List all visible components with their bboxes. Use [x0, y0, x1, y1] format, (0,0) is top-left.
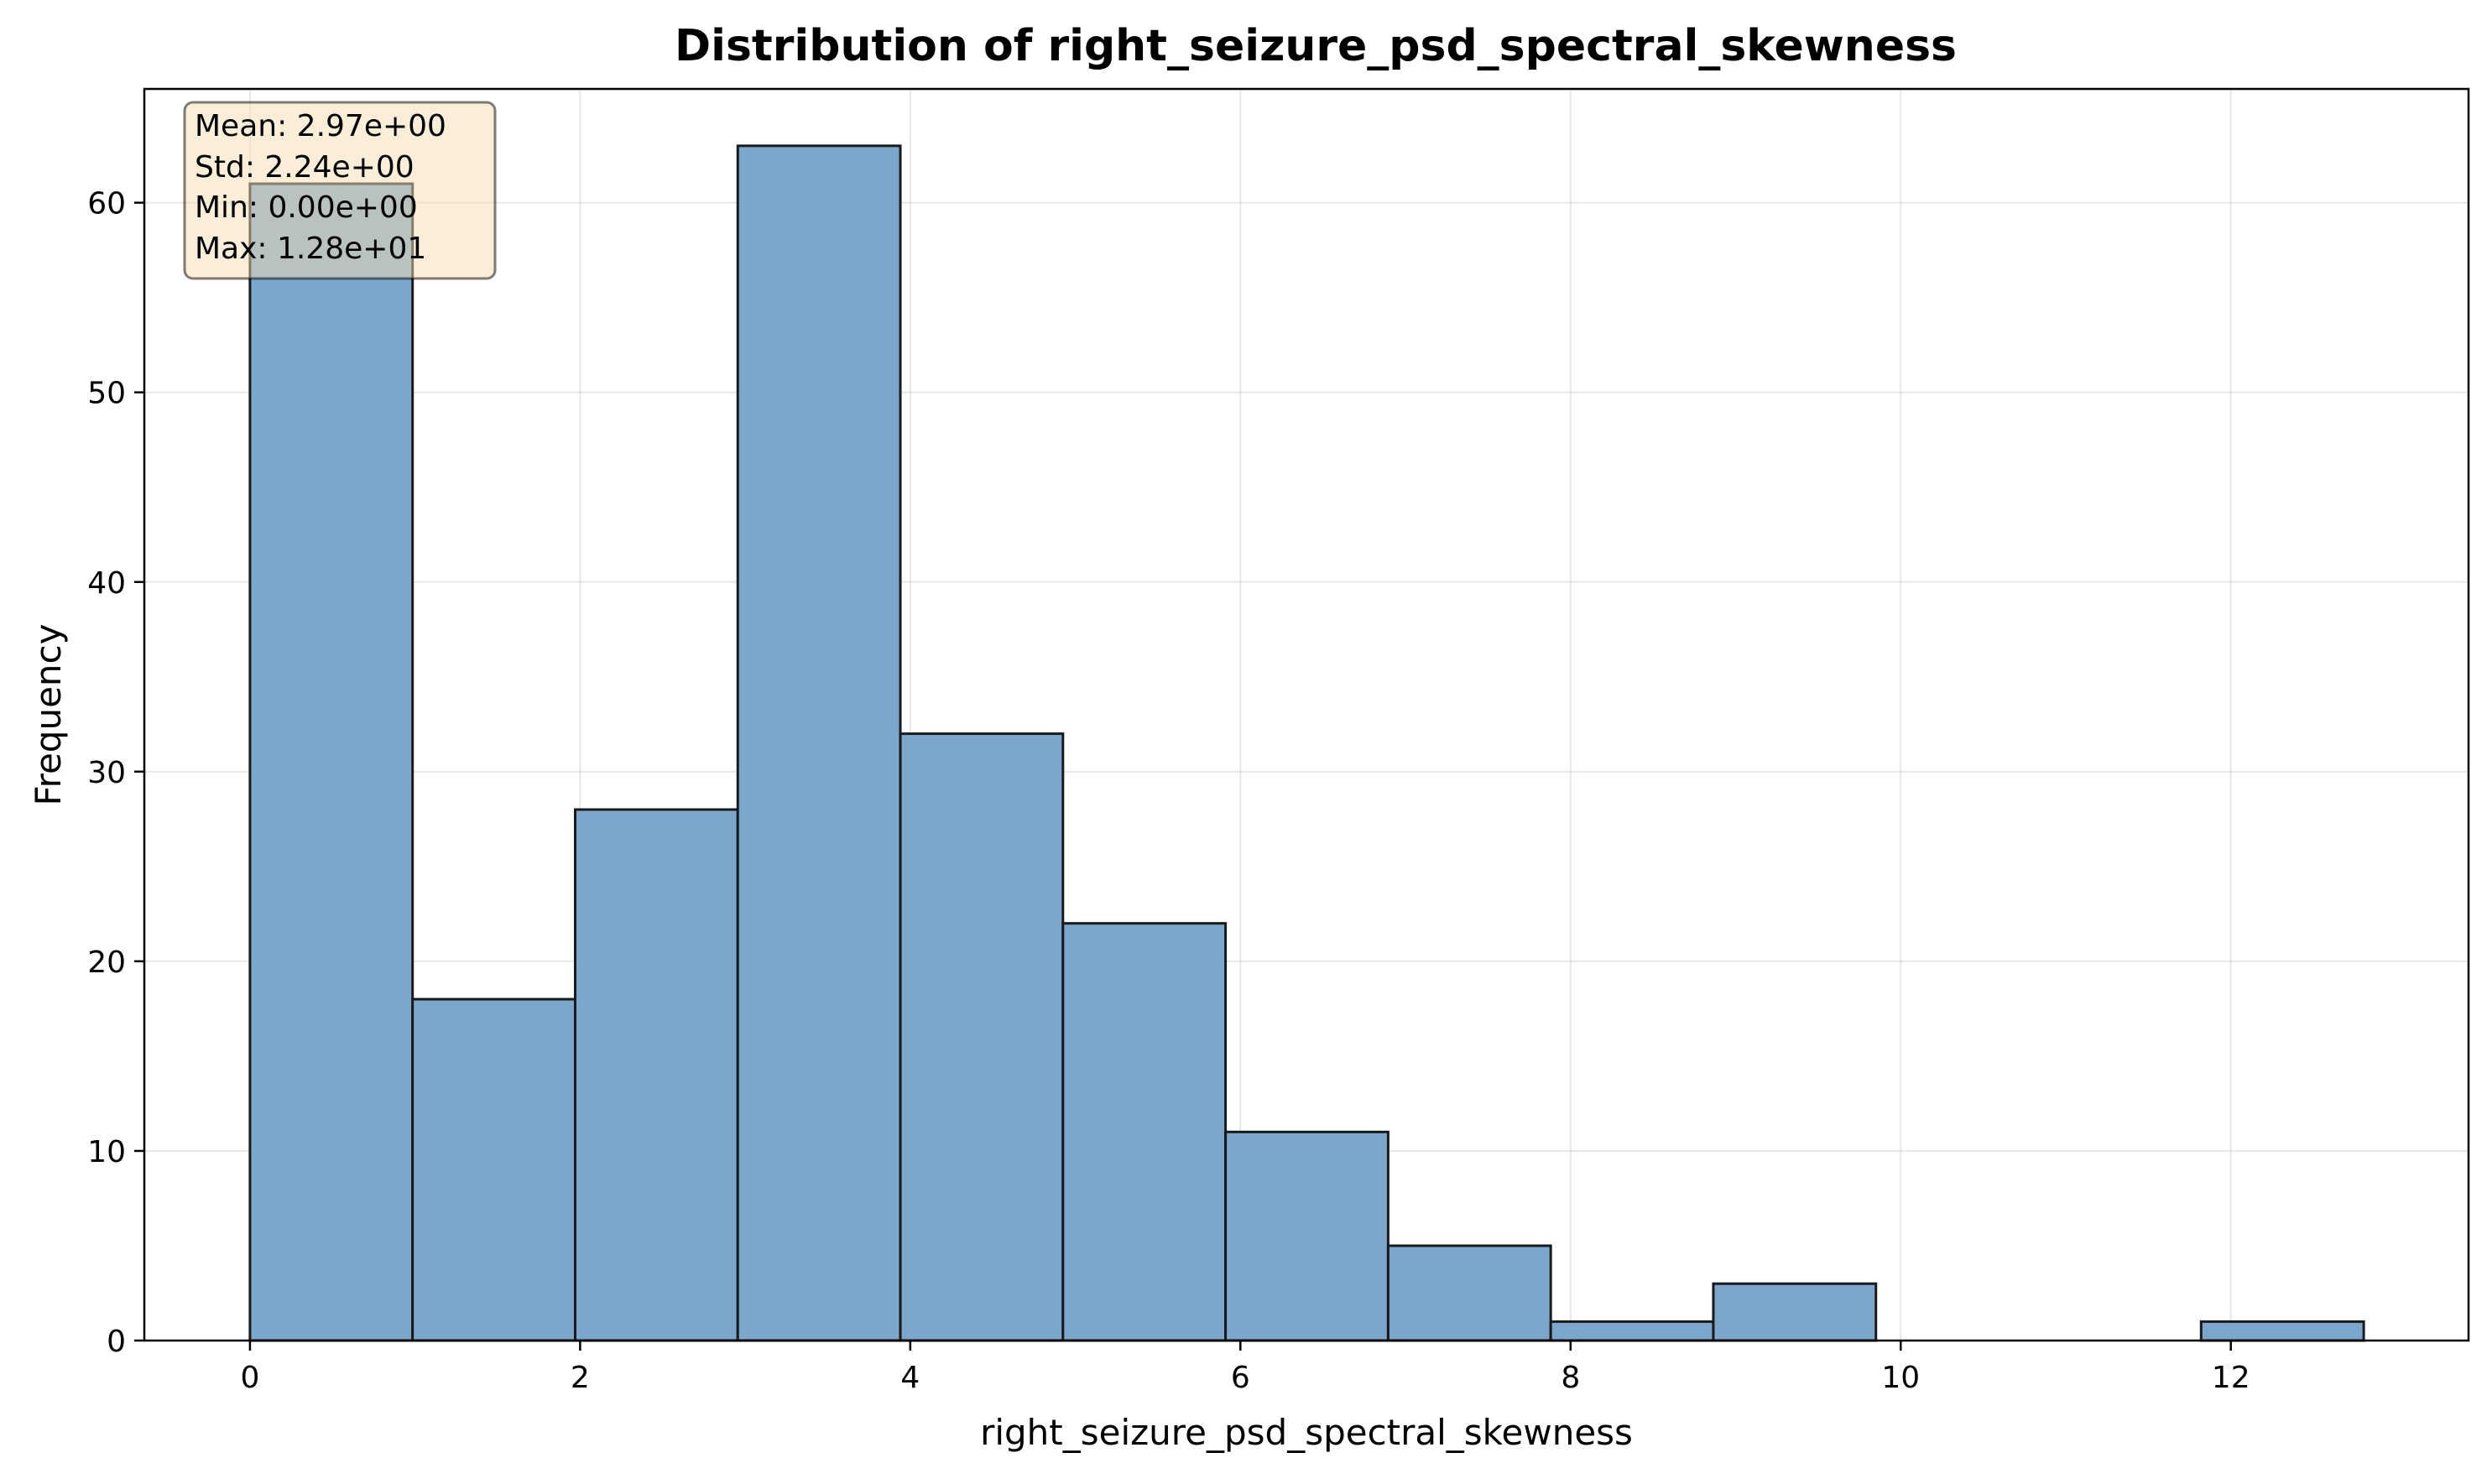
y-tick-label: 50 [87, 377, 126, 411]
histogram-bar [1712, 1282, 1878, 1342]
x-axis-label: right_seizure_psd_spectral_skewness [980, 1412, 1633, 1453]
chart-title: Distribution of right_seizure_psd_spectr… [675, 21, 1957, 71]
histogram-bar [899, 732, 1065, 1342]
y-tick-label: 10 [87, 1135, 126, 1169]
stats-min: Min: 0.00e+00 [195, 190, 418, 225]
y-tick-label: 40 [87, 566, 126, 601]
histogram-bar [1549, 1320, 1715, 1342]
histogram-bar [1061, 922, 1228, 1342]
x-axis-ticks: 0 2 4 6 8 10 12 [240, 1341, 2250, 1395]
stats-std: Std: 2.24e+00 [195, 150, 414, 185]
x-tick-label: 0 [240, 1361, 259, 1395]
x-tick-label: 4 [900, 1361, 920, 1395]
histogram-bar [1386, 1244, 1552, 1342]
x-tick-label: 12 [2212, 1361, 2250, 1395]
histogram-bar [411, 997, 576, 1342]
histogram-bars [248, 144, 2365, 1342]
y-tick-label: 0 [107, 1325, 126, 1359]
x-tick-label: 10 [1881, 1361, 1920, 1395]
stats-max: Max: 1.28e+01 [195, 232, 426, 266]
x-tick-label: 6 [1231, 1361, 1250, 1395]
x-tick-label: 8 [1561, 1361, 1580, 1395]
y-tick-label: 60 [87, 187, 126, 221]
stats-mean: Mean: 2.97e+00 [195, 109, 446, 143]
plot-frame [143, 87, 2470, 1342]
histogram-bar [2199, 1320, 2365, 1342]
y-axis-label: Frequency [28, 624, 69, 806]
stats-box: Mean: 2.97e+00 Std: 2.24e+00 Min: 0.00e+… [183, 101, 497, 280]
x-tick-label: 2 [571, 1361, 590, 1395]
histogram-bar [736, 144, 902, 1342]
y-axis-ticks: 0 10 20 30 40 50 60 [87, 187, 144, 1359]
histogram-bar [1224, 1130, 1389, 1342]
y-tick-label: 20 [87, 945, 126, 980]
histogram-bar [573, 808, 739, 1342]
histogram-bar [248, 182, 414, 1342]
y-tick-label: 30 [87, 756, 126, 790]
stats-box-background [183, 101, 497, 280]
